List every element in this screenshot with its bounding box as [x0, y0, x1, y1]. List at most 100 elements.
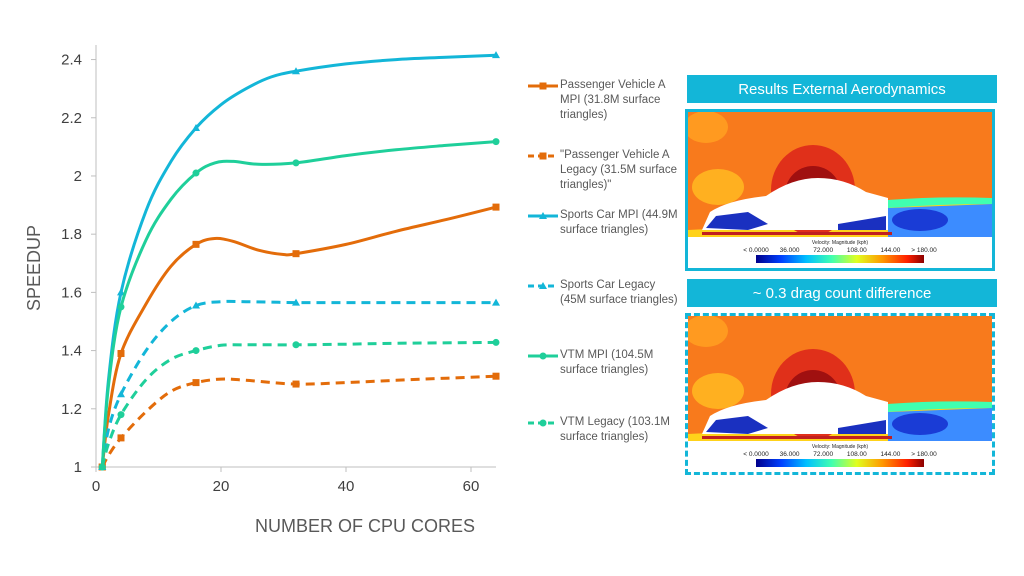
- legend-marker: [539, 419, 547, 427]
- y-tick-label: 1.6: [61, 284, 82, 301]
- colorbar-label: 72.000: [813, 247, 833, 254]
- data-point: [292, 159, 300, 167]
- data-point: [117, 434, 125, 442]
- upper-contour: [688, 112, 728, 143]
- series-line: [100, 53, 497, 468]
- rear-underbody: [838, 420, 886, 434]
- y-tick-label: 2: [74, 168, 82, 185]
- shear-layer: [888, 401, 992, 412]
- panel-header-drag: ~ 0.3 drag count difference: [687, 279, 997, 307]
- colorbar-title: Velocity: Magnitude (kph): [812, 444, 868, 450]
- front-stagnation: [692, 373, 744, 409]
- data-point: [492, 372, 500, 380]
- colorbar-label: 108.00: [847, 451, 867, 458]
- data-point: [292, 380, 300, 388]
- data-point: [292, 67, 300, 75]
- data-point: [492, 338, 500, 346]
- y-axis-title: SPEEDUP: [24, 225, 44, 311]
- series-line: [100, 374, 497, 468]
- front-underbody: [706, 416, 768, 434]
- colorbar: [756, 255, 924, 263]
- shear-layer: [888, 197, 992, 208]
- series-passenger-vehicle-a-mpi-31-8: [98, 203, 500, 471]
- series-passenger-vehicle-a-legacy-3: [98, 372, 500, 471]
- rear-underbody: [838, 216, 886, 230]
- y-tick-label: 1.4: [61, 343, 82, 360]
- chart-axes: [95, 45, 496, 468]
- data-point: [492, 51, 500, 59]
- flow-field-panel-mpi: Velocity: Magnitude (kph) < 0.0000 36.000 7…: [685, 109, 995, 271]
- wake-core: [892, 413, 948, 435]
- data-point: [192, 240, 200, 248]
- chart-ticks: 1 1.2 1.4 1.6 1.8 2 2.2 2.4 0 20 40 60: [61, 52, 479, 495]
- legend-item: VTM Legacy (103.1M surface triangles): [528, 415, 678, 465]
- front-stagnation: [692, 169, 744, 205]
- data-point: [192, 347, 200, 355]
- data-point: [292, 341, 300, 349]
- colorbar-label: 144.00: [880, 451, 900, 458]
- data-point: [492, 298, 500, 306]
- legend-marker: [539, 152, 547, 160]
- series-line: [100, 205, 497, 468]
- colorbar-label: < 0.0000: [743, 247, 769, 254]
- legend-label: Passenger Vehicle A MPI (31.8M surface t…: [560, 79, 665, 121]
- colorbar-label: 144.00: [880, 247, 900, 254]
- x-tick-label: 20: [213, 478, 230, 495]
- series-line: [100, 299, 496, 468]
- data-point: [117, 303, 125, 311]
- x-tick-label: 40: [338, 478, 355, 495]
- y-tick-label: 1.8: [61, 226, 82, 243]
- legend-swatch: [528, 419, 558, 427]
- legend-swatch: [528, 82, 558, 90]
- chart-series: [98, 51, 500, 471]
- legend-item: Sports Car MPI (44.9M surface triangles): [528, 208, 678, 258]
- data-point: [492, 138, 500, 146]
- panel-header-results: Results External Aerodynamics: [687, 75, 997, 103]
- legend-swatch: [528, 282, 558, 289]
- colorbar-label: 36.000: [780, 247, 800, 254]
- colorbar-label: > 180.00: [911, 451, 937, 458]
- x-axis-title: NUMBER OF CPU CORES: [255, 516, 475, 536]
- flow-field-panel-legacy: Velocity: Magnitude (kph) < 0.0000 36.000 7…: [685, 313, 995, 475]
- y-tick-label: 2.4: [61, 52, 82, 69]
- data-point: [292, 298, 300, 306]
- velocity-contour-image: Velocity: Magnitude (kph) < 0.0000 36.000 7…: [688, 112, 992, 263]
- colorbar-label: > 180.00: [911, 247, 937, 254]
- data-point: [292, 250, 300, 258]
- data-point: [117, 349, 125, 357]
- data-point: [192, 169, 200, 177]
- series-line: [100, 340, 497, 468]
- ground-strip: [702, 232, 892, 235]
- legend-item: VTM MPI (104.5M surface triangles): [528, 348, 678, 398]
- wake-core: [892, 209, 948, 231]
- x-tick-label: 60: [463, 478, 480, 495]
- legend-marker: [539, 352, 547, 360]
- legend-label: Sports Car Legacy (45M surface triangles…: [560, 279, 678, 306]
- y-tick-label: 1.2: [61, 401, 82, 418]
- legend-marker: [539, 282, 547, 289]
- upper-contour: [688, 316, 728, 347]
- x-tick-label: 0: [92, 478, 100, 495]
- data-point: [192, 123, 200, 131]
- data-point: [117, 411, 125, 419]
- ground-strip: [702, 436, 892, 439]
- data-point: [117, 288, 125, 296]
- colorbar-label: 36.000: [780, 451, 800, 458]
- colorbar-label: 72.000: [813, 451, 833, 458]
- legend-item: Sports Car Legacy (45M surface triangles…: [528, 278, 678, 328]
- y-tick-label: 2.2: [61, 110, 82, 127]
- data-point: [117, 390, 125, 398]
- data-point: [492, 203, 500, 211]
- y-tick-label: 1: [74, 459, 82, 476]
- colorbar: [756, 459, 924, 467]
- legend-label: VTM Legacy (103.1M surface triangles): [560, 416, 670, 443]
- data-point: [98, 463, 106, 471]
- legend-marker: [539, 212, 547, 219]
- legend-item: "Passenger Vehicle A Legacy (31.5M surfa…: [528, 148, 678, 198]
- front-underbody: [706, 212, 768, 230]
- legend-swatch: [528, 352, 558, 360]
- legend-marker: [539, 82, 547, 90]
- legend-label: "Passenger Vehicle A Legacy (31.5M surfa…: [560, 149, 677, 191]
- colorbar-title: Velocity: Magnitude (kph): [812, 240, 868, 246]
- colorbar-label: 108.00: [847, 247, 867, 254]
